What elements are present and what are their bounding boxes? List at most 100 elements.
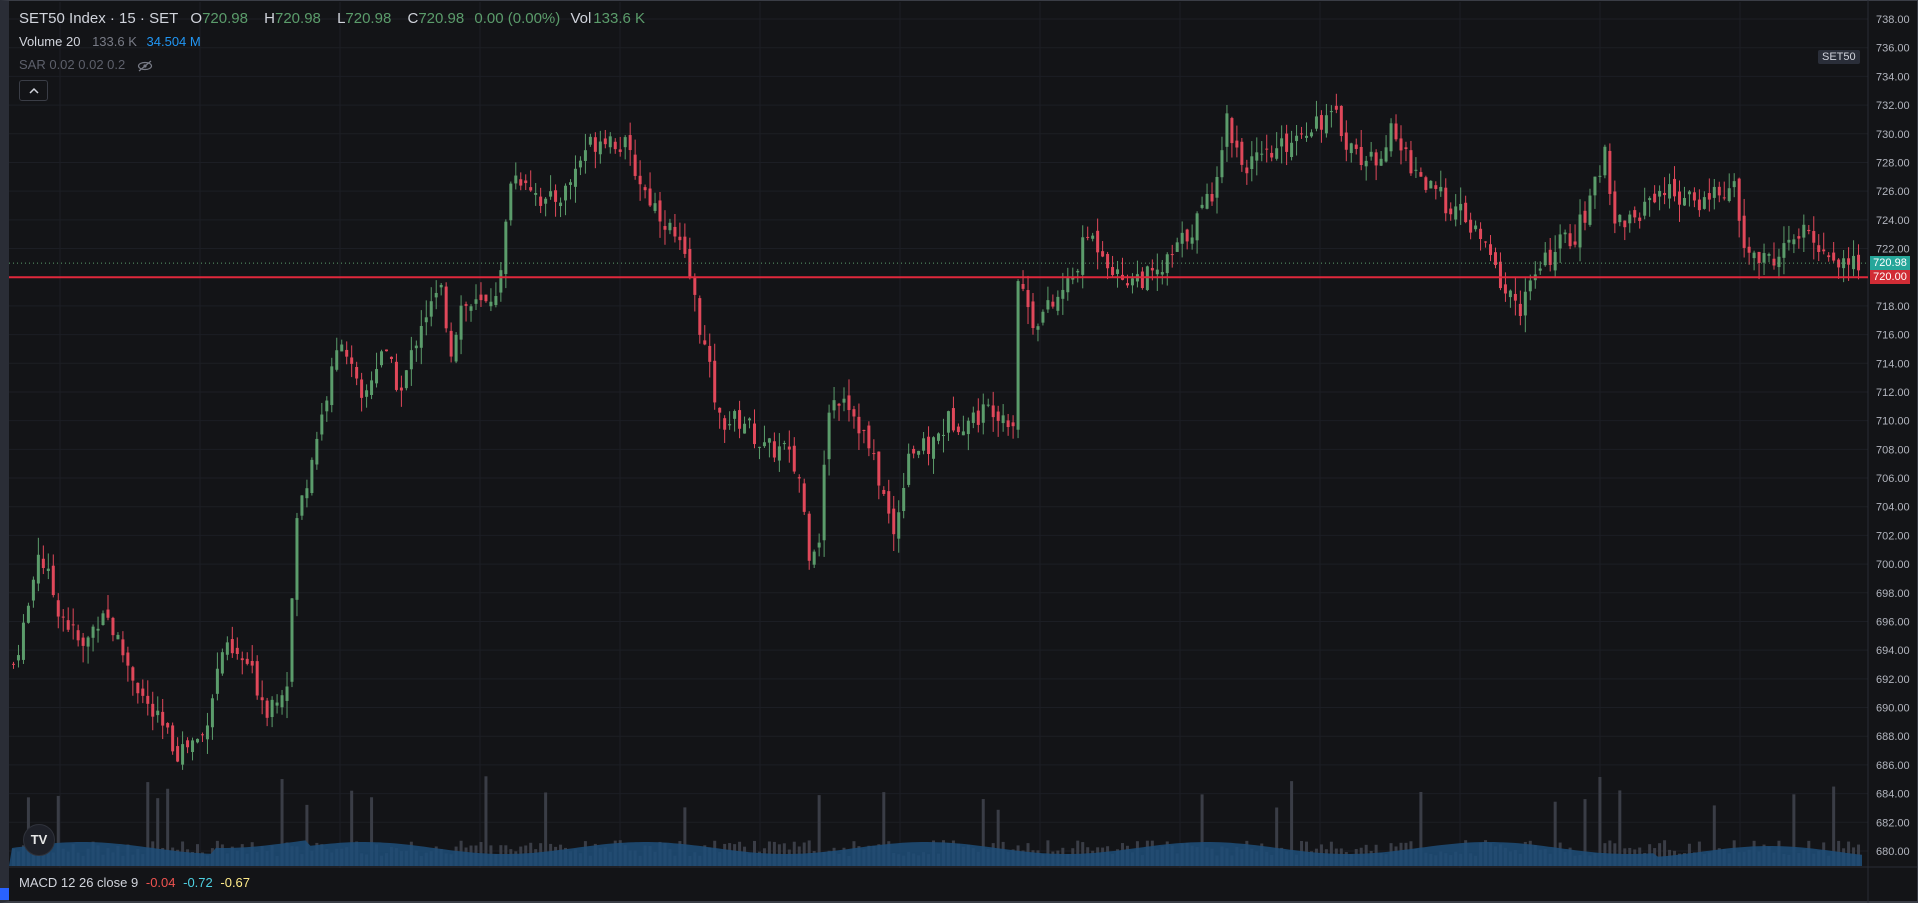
candle-body (1011, 422, 1015, 427)
candle-body (658, 200, 662, 222)
candle-body (340, 344, 344, 352)
candle-body (186, 740, 190, 748)
candle-body (1658, 190, 1662, 197)
candle-body (1498, 261, 1502, 289)
candle-body (1707, 193, 1711, 200)
candle-body (41, 558, 45, 568)
candle-body (1354, 144, 1358, 149)
candle-body (539, 196, 543, 206)
candle-body (1116, 269, 1120, 274)
candle-body (1548, 249, 1552, 265)
candle-body (986, 404, 990, 406)
candle-body (414, 345, 418, 349)
candle-body (370, 380, 374, 395)
y-tick-label: 700.00 (1876, 559, 1910, 571)
volume-bar (146, 782, 150, 866)
candle-body (951, 408, 955, 431)
hidden-eye-icon[interactable] (137, 60, 153, 72)
candle-body (156, 710, 160, 716)
candle-body (1444, 187, 1448, 214)
candle-body (748, 418, 752, 421)
candle-body (1573, 241, 1577, 245)
volume-ma-area (9, 840, 1862, 866)
candle-body (1130, 278, 1134, 286)
candle-body (141, 688, 145, 696)
candle-body (1140, 271, 1144, 289)
candle-body (404, 370, 408, 389)
candle-body (718, 407, 722, 413)
candle-body (12, 663, 15, 665)
candle-body (633, 154, 637, 176)
y-tick-label: 734.00 (1876, 71, 1910, 83)
candle-body (1270, 152, 1274, 158)
candle-body (613, 141, 617, 150)
candle-body (1384, 147, 1388, 162)
y-tick-label: 710.00 (1876, 416, 1910, 428)
candle-body (1175, 242, 1179, 252)
candle-body (1429, 180, 1433, 189)
volume-bar (280, 779, 284, 866)
candle-body (106, 609, 110, 618)
candle-body (554, 190, 558, 202)
candle-body (380, 351, 384, 366)
candle-body (1722, 197, 1726, 199)
symbol-title[interactable]: SET50 Index · 15 · SET (19, 10, 179, 27)
candle-body (196, 738, 200, 743)
candle-body (817, 542, 821, 548)
candle-body (772, 441, 776, 458)
y-tick-label: 698.00 (1876, 588, 1910, 600)
candle-body (1648, 198, 1652, 201)
volume-bar (305, 804, 309, 866)
candle-body (66, 620, 70, 630)
candle-body (260, 697, 264, 701)
tradingview-logo[interactable]: TV (23, 824, 55, 856)
candle-body (1349, 143, 1353, 154)
candle-body (648, 188, 652, 206)
candle-body (529, 187, 533, 191)
candle-body (1056, 296, 1060, 311)
y-tick-label: 708.00 (1876, 444, 1910, 456)
collapse-legend-button[interactable] (19, 80, 48, 101)
candle-body (131, 667, 135, 681)
candle-body (1598, 175, 1602, 177)
macd-legend[interactable]: MACD 12 26 close 9 -0.04 -0.72 -0.67 (19, 875, 250, 890)
candle-body (787, 446, 791, 450)
candle-body (1747, 246, 1751, 253)
candle-body (1439, 186, 1443, 192)
candle-body (1737, 178, 1741, 221)
candle-body (151, 703, 155, 717)
candle-body (549, 191, 553, 197)
candle-body (1434, 185, 1438, 189)
candle-body (1041, 311, 1045, 323)
y-tick-label: 714.00 (1876, 358, 1910, 370)
candle-body (1503, 284, 1507, 294)
candle-body (852, 409, 856, 417)
candle-body (1479, 228, 1483, 240)
candle-body (489, 301, 493, 307)
candle-body (474, 299, 478, 304)
candle-body (1543, 252, 1547, 266)
candle-body (1752, 252, 1756, 259)
candle-body (1016, 281, 1020, 430)
candle-body (325, 400, 329, 412)
candle-body (270, 699, 274, 718)
candle-body (315, 438, 319, 465)
candle-body (1677, 191, 1681, 205)
candle-body (16, 655, 20, 661)
candle-body (842, 398, 846, 403)
candle-body (598, 141, 602, 155)
y-tick-label: 718.00 (1876, 301, 1910, 313)
horizontal-line-price-tag[interactable]: 720.00 (1870, 270, 1910, 285)
volume-bar (817, 795, 821, 866)
pane-scroll-marker[interactable] (0, 888, 9, 900)
candle-body (917, 450, 921, 455)
y-tick-label: 726.00 (1876, 186, 1910, 198)
candle-body (912, 448, 916, 454)
sar-legend[interactable]: SAR 0.02 0.02 0.2 (19, 57, 153, 72)
candle-body (1374, 152, 1378, 166)
candle-body (1668, 184, 1672, 199)
volume-legend[interactable]: Volume 20 133.6 K 34.504 M (19, 34, 203, 49)
volume-ma-value: 34.504 M (146, 34, 201, 49)
candle-body (280, 695, 284, 708)
